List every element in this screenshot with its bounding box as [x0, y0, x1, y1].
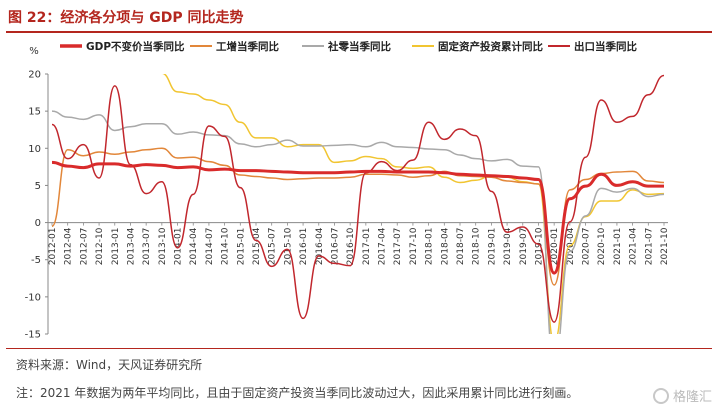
x-tick-label: 2015-04 — [252, 227, 262, 265]
x-tick-label: 2016-04 — [315, 227, 325, 265]
x-tick-label: 2016-07 — [330, 228, 340, 266]
x-tick-label: 2021-01 — [613, 228, 623, 266]
series-line-4 — [161, 74, 665, 334]
watermark: 格隆汇 — [652, 386, 712, 405]
legend-label-2: 工增当季同比 — [216, 40, 279, 53]
x-tick-label: 2012-01 — [48, 228, 58, 266]
y-tick-label: 0 — [35, 218, 41, 229]
y-tick-label: 10 — [28, 144, 41, 155]
x-tick-label: 2016-10 — [346, 227, 356, 265]
watermark-text: 格隆汇 — [672, 390, 712, 405]
series-line-5 — [51, 74, 665, 323]
x-axis: 2012-01 2012-04 2012-07 2012-10 2013-01 2013-… — [48, 222, 670, 266]
series-lines — [51, 74, 665, 334]
series-line-1 — [51, 160, 664, 275]
series-line-3 — [51, 110, 665, 334]
x-tick-label: 2019-10 — [534, 227, 544, 265]
x-tick-label: 2020-01 — [550, 228, 560, 266]
chart-legend: GDP不变价当季同比 工增当季同比 社零当季同比 固定资产投资累计同比 出口当季同比 — [60, 40, 637, 53]
y-tick-label: 5 — [35, 181, 41, 192]
line-chart: GDP不变价当季同比 工增当季同比 社零当季同比 固定资产投资累计同比 出口当季同比 %… — [25, 40, 670, 341]
x-tick-label: 2019-04 — [503, 227, 513, 265]
x-tick-label: 2014-07 — [205, 228, 215, 266]
x-tick-label: 2019-07 — [519, 228, 529, 266]
x-tick-label: 2017-01 — [362, 228, 372, 266]
x-tick-label: 2014-10 — [221, 227, 231, 265]
x-tick-label: 2018-01 — [425, 228, 435, 266]
x-tick-label: 2013-01 — [111, 228, 121, 266]
x-tick-label: 2012-04 — [64, 227, 74, 265]
x-tick-label: 2013-04 — [126, 227, 136, 265]
x-tick-label: 2013-07 — [142, 228, 152, 266]
legend-label-4: 固定资产投资累计同比 — [438, 40, 543, 53]
x-tick-label: 2017-07 — [393, 228, 403, 266]
y-tick-label: -10 — [25, 292, 41, 303]
y-axis-unit-label: % — [29, 46, 39, 57]
footer-rule — [6, 348, 712, 349]
figure-title: 图 22：经济各分项与 GDP 同比走势 — [8, 10, 244, 26]
x-tick-label: 2015-07 — [268, 228, 278, 266]
x-tick-label: 2017-10 — [409, 227, 419, 265]
x-tick-label: 2016-01 — [299, 228, 309, 266]
x-tick-label: 2018-07 — [456, 228, 466, 266]
x-tick-label: 2021-07 — [644, 228, 654, 266]
title-rule — [6, 31, 712, 33]
x-tick-label: 2015-10 — [283, 227, 293, 265]
watermark-logo-icon — [652, 387, 669, 404]
x-tick-label: 2021-10 — [660, 227, 670, 265]
legend-label-5: 出口当季同比 — [574, 40, 637, 53]
x-tick-label: 2012-10 — [95, 227, 105, 265]
x-tick-label: 2017-04 — [378, 227, 388, 265]
x-tick-label: 2020-07 — [582, 228, 592, 266]
y-tick-label: -15 — [25, 330, 41, 341]
x-tick-label: 2013-10 — [158, 227, 168, 265]
x-tick-label: 2015-01 — [236, 228, 246, 266]
legend-label-3: 社零当季同比 — [327, 40, 391, 53]
x-tick-label: 2014-01 — [174, 228, 184, 266]
y-tick-label: 15 — [28, 107, 41, 118]
x-tick-label: 2018-10 — [472, 227, 482, 265]
y-tick-label: 20 — [28, 70, 41, 81]
x-tick-label: 2021-04 — [629, 227, 639, 265]
y-tick-label: -5 — [31, 255, 41, 266]
x-tick-label: 2014-04 — [189, 227, 199, 265]
x-tick-label: 2018-04 — [440, 227, 450, 265]
x-tick-label: 2019-01 — [487, 228, 497, 266]
y-axis: % -15 -10 -5 0 5 10 15 20 — [25, 46, 49, 341]
x-tick-label: 2020-04 — [566, 227, 576, 265]
legend-label-1: GDP不变价当季同比 — [86, 40, 185, 53]
footnote: 注：2021 年数据为两年平均同比，且由于固定资产投资当季同比波动过大，因此采用… — [16, 386, 579, 400]
x-tick-label: 2012-07 — [79, 228, 89, 266]
x-tick-label: 2020-10 — [597, 227, 607, 265]
source-note: 资料来源：Wind，天风证券研究所 — [16, 358, 203, 372]
